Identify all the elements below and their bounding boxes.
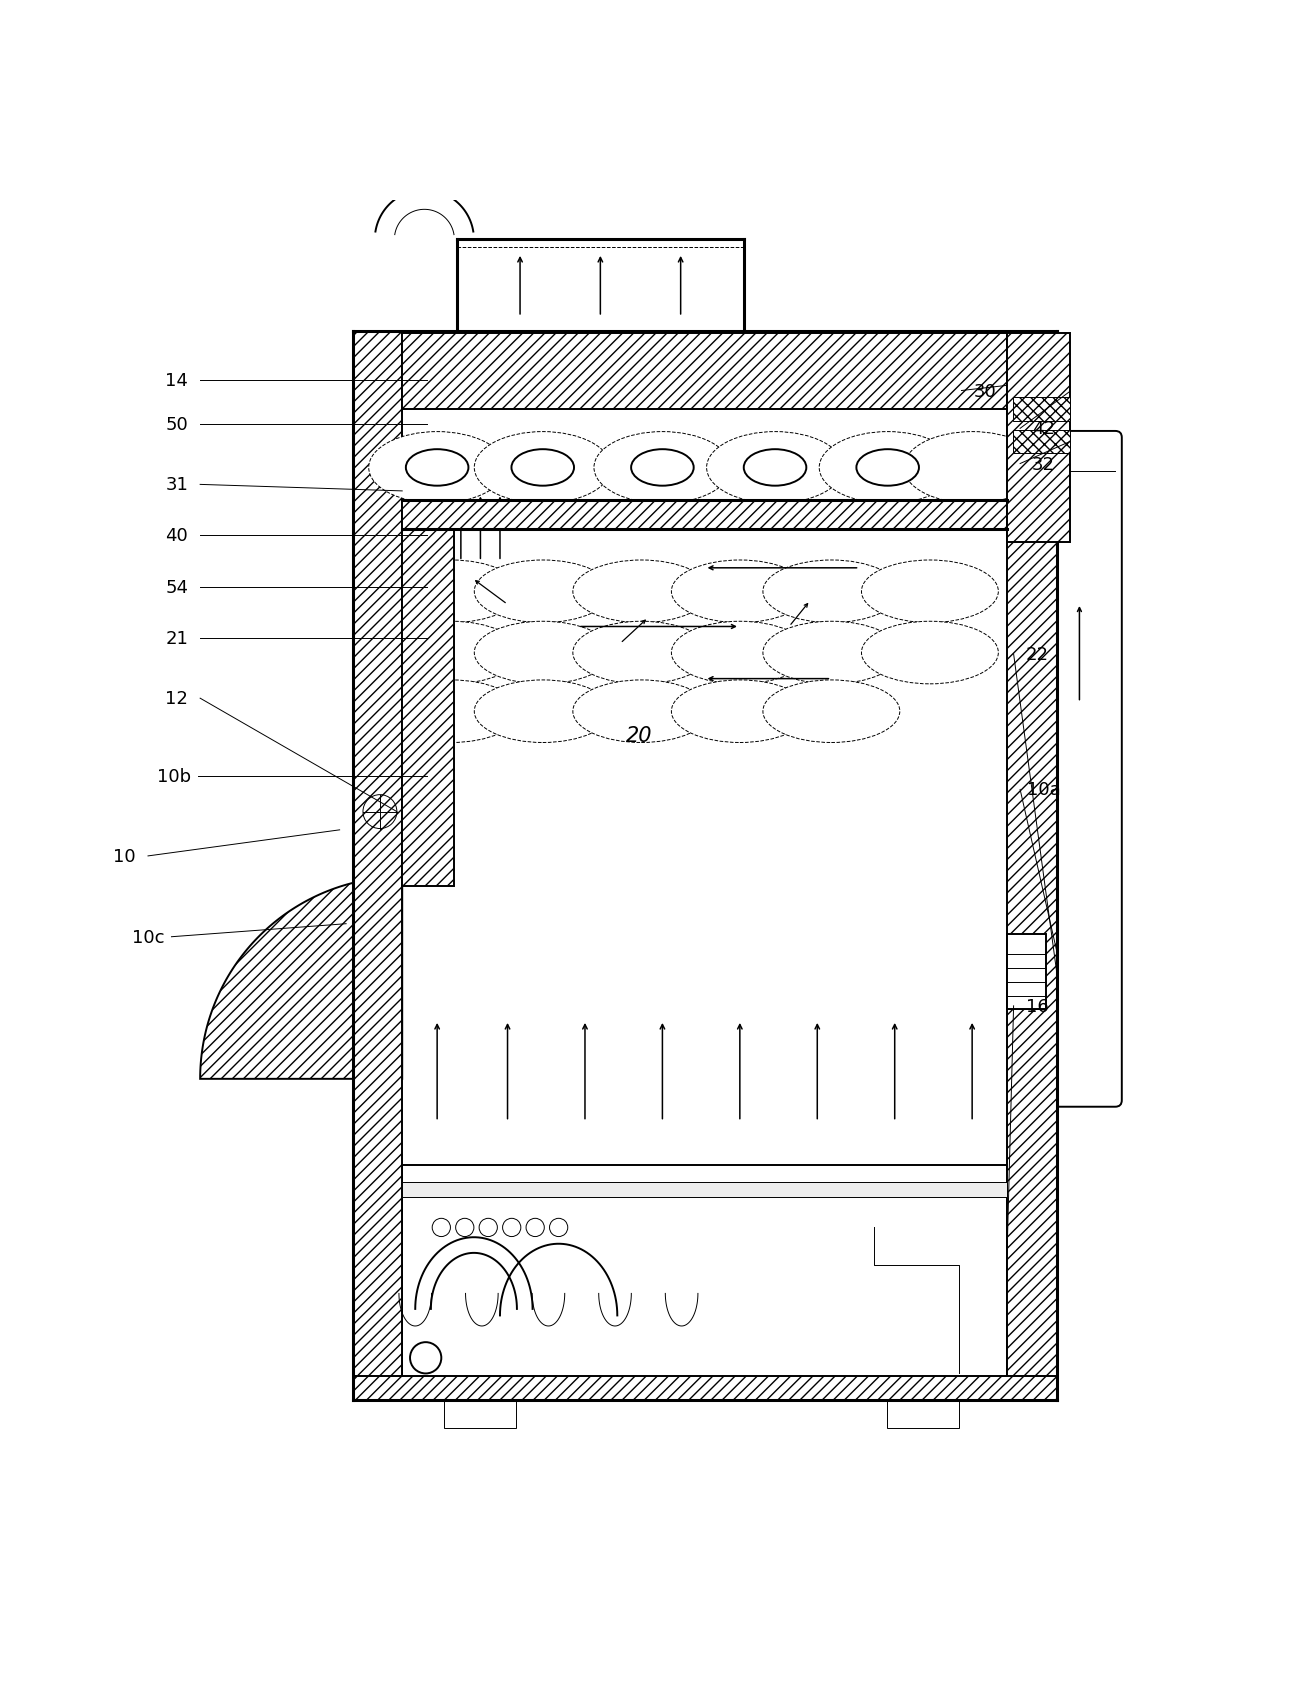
Text: 10: 10: [114, 847, 136, 866]
Ellipse shape: [903, 433, 1040, 505]
Ellipse shape: [573, 680, 710, 743]
Text: 16: 16: [1026, 997, 1048, 1014]
Bar: [402, 491, 454, 887]
Bar: [402, 334, 1007, 409]
Ellipse shape: [632, 450, 694, 486]
Bar: [1007, 334, 1070, 542]
Ellipse shape: [369, 433, 505, 505]
Ellipse shape: [744, 450, 806, 486]
Text: 42: 42: [1032, 419, 1054, 438]
Bar: [1014, 397, 1070, 421]
Text: 12: 12: [166, 691, 188, 708]
Polygon shape: [200, 878, 402, 1079]
Bar: [1014, 430, 1070, 454]
Bar: [887, 1400, 959, 1429]
Ellipse shape: [382, 561, 519, 624]
Ellipse shape: [763, 561, 899, 624]
Ellipse shape: [474, 680, 611, 743]
Ellipse shape: [820, 433, 957, 505]
FancyBboxPatch shape: [1037, 431, 1122, 1107]
Bar: [1007, 934, 1047, 1009]
Ellipse shape: [763, 680, 899, 743]
Ellipse shape: [861, 561, 998, 624]
Bar: [402, 1165, 1007, 1386]
Bar: [402, 1182, 1007, 1197]
Ellipse shape: [671, 622, 808, 684]
Ellipse shape: [573, 561, 710, 624]
Bar: [352, 331, 402, 1400]
Text: 30: 30: [974, 382, 996, 401]
Ellipse shape: [382, 680, 519, 743]
Bar: [444, 1400, 515, 1429]
Ellipse shape: [382, 622, 519, 684]
Text: 20: 20: [626, 725, 652, 745]
Text: 40: 40: [166, 527, 188, 546]
Bar: [352, 1376, 1057, 1400]
Ellipse shape: [671, 561, 808, 624]
Text: 10c: 10c: [132, 928, 164, 946]
Bar: [402, 501, 1007, 529]
Ellipse shape: [474, 433, 611, 505]
Text: 14: 14: [166, 372, 188, 390]
Ellipse shape: [763, 622, 899, 684]
Ellipse shape: [594, 433, 731, 505]
Text: 54: 54: [166, 580, 188, 597]
Text: 21: 21: [166, 629, 188, 648]
Ellipse shape: [474, 622, 611, 684]
Ellipse shape: [406, 450, 468, 486]
Text: 31: 31: [166, 476, 188, 494]
Text: 10b: 10b: [157, 767, 191, 786]
Ellipse shape: [474, 561, 611, 624]
Text: 10a: 10a: [1027, 781, 1061, 800]
Ellipse shape: [512, 450, 574, 486]
Text: 50: 50: [166, 416, 188, 435]
Ellipse shape: [861, 622, 998, 684]
Ellipse shape: [856, 450, 919, 486]
Bar: [1007, 331, 1057, 1400]
Ellipse shape: [671, 680, 808, 743]
Ellipse shape: [706, 433, 843, 505]
Text: 22: 22: [1026, 646, 1048, 663]
Text: 32: 32: [1032, 455, 1054, 474]
Ellipse shape: [573, 622, 710, 684]
